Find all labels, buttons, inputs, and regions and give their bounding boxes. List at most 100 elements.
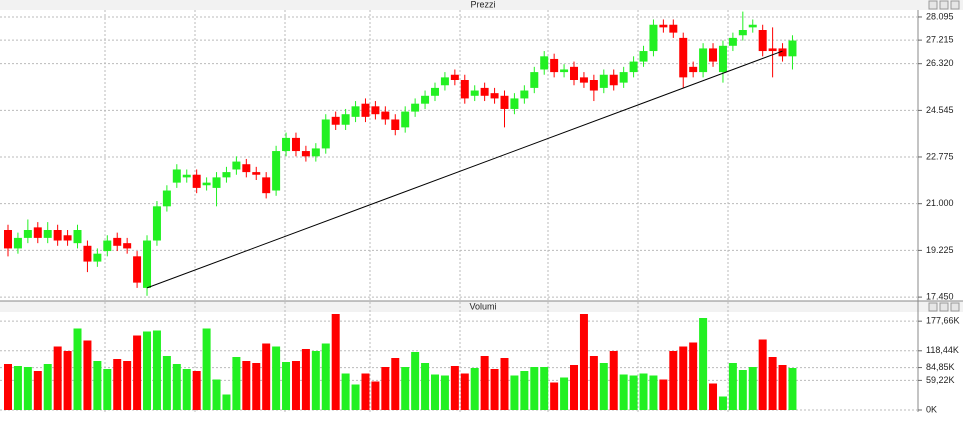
- candle-body: [560, 69, 569, 73]
- candle-body: [599, 74, 608, 88]
- minimize-button[interactable]: [928, 302, 938, 312]
- volume-bar: [123, 361, 132, 410]
- candle-body: [550, 58, 559, 73]
- volume-bar: [560, 377, 569, 410]
- candle-body: [619, 72, 628, 83]
- y-tick-label: 0K: [926, 404, 937, 414]
- candle-body: [570, 66, 579, 80]
- volume-bar: [23, 367, 32, 410]
- volume-bar: [93, 361, 102, 410]
- candle-body: [589, 80, 598, 91]
- y-tick-label: 177,66K: [926, 316, 960, 326]
- volume-bar: [669, 351, 678, 410]
- candle-body: [430, 87, 439, 96]
- candle-body: [192, 174, 201, 188]
- candle-body: [321, 119, 330, 149]
- candle-body: [381, 111, 390, 120]
- candle-body: [609, 74, 618, 86]
- close-button[interactable]: [950, 302, 960, 312]
- volume-bar: [778, 365, 787, 410]
- volume-bar: [53, 346, 62, 410]
- candle-body: [113, 237, 122, 246]
- volume-bar: [152, 330, 161, 410]
- candle-body: [699, 48, 708, 73]
- volume-bar: [242, 361, 251, 410]
- volume-bar: [361, 373, 370, 410]
- candle-body: [748, 24, 757, 28]
- y-tick-label: 21.000: [926, 198, 954, 208]
- candle-body: [440, 77, 449, 86]
- volume-bar: [579, 314, 588, 410]
- volume-bar: [33, 371, 42, 410]
- volume-bar: [738, 370, 747, 410]
- candle-body: [738, 30, 747, 36]
- candle-body: [143, 240, 152, 288]
- candle-body: [758, 30, 767, 52]
- y-tick-label: 84,85K: [926, 362, 955, 372]
- volume-bar: [460, 373, 469, 410]
- candle-body: [450, 74, 459, 80]
- volume-bar: [162, 356, 171, 410]
- candle-body: [510, 98, 519, 109]
- volume-bar: [331, 314, 340, 410]
- candle-body: [421, 95, 430, 104]
- volume-bar: [172, 364, 181, 410]
- volume-bar: [510, 375, 519, 410]
- volume-bar: [599, 363, 608, 410]
- candle-body: [252, 172, 261, 175]
- volume-bar: [748, 367, 757, 410]
- candle-body: [540, 56, 549, 70]
- volume-bar: [391, 358, 400, 410]
- candle-body: [311, 148, 320, 157]
- window-buttons[interactable]: [928, 0, 960, 312]
- y-tick-label: 27.215: [926, 35, 954, 45]
- candle-body: [659, 24, 668, 28]
- volume-bar: [550, 382, 559, 410]
- volume-bar: [689, 342, 698, 410]
- candle-body: [411, 103, 420, 112]
- candle-body: [182, 174, 191, 178]
- volume-bar: [202, 328, 211, 410]
- candle-body: [788, 40, 797, 57]
- volume-bar: [639, 373, 648, 410]
- volume-bar: [371, 381, 380, 410]
- volume-bar: [411, 352, 420, 410]
- candle-body: [282, 137, 291, 152]
- volume-bar: [291, 361, 300, 410]
- maximize-button[interactable]: [939, 0, 949, 10]
- candle-body: [212, 177, 221, 188]
- candle-body: [718, 45, 727, 73]
- volume-bar: [321, 343, 330, 410]
- volume-bar: [212, 379, 221, 410]
- candle-body: [43, 230, 52, 238]
- vertical-grid: [104, 10, 729, 412]
- candle-body: [341, 114, 350, 125]
- candle-body: [123, 243, 132, 249]
- volume-bar: [301, 349, 310, 410]
- close-button[interactable]: [950, 0, 960, 10]
- candle-body: [133, 256, 142, 283]
- volume-bar: [252, 363, 261, 410]
- volume-bar: [311, 351, 320, 410]
- candle-body: [301, 151, 310, 157]
- y-tick-label: 17.450: [926, 291, 954, 301]
- volume-bar: [788, 368, 797, 410]
- candle-body: [530, 72, 539, 88]
- maximize-button[interactable]: [939, 302, 949, 312]
- volume-bar: [728, 363, 737, 410]
- volume-bar: [530, 367, 539, 410]
- candle-body: [331, 116, 340, 125]
- minimize-button[interactable]: [928, 0, 938, 10]
- volume-bar: [4, 364, 12, 410]
- candle-body: [768, 48, 777, 52]
- candle-body: [649, 24, 658, 52]
- volume-bar: [351, 384, 360, 410]
- candle-body: [629, 61, 638, 73]
- volume-bar: [589, 356, 598, 410]
- candle-body: [73, 230, 82, 244]
- volume-bar: [470, 368, 479, 410]
- volume-bar: [520, 371, 529, 410]
- volume-bar: [450, 366, 459, 410]
- volume-bar: [133, 335, 142, 410]
